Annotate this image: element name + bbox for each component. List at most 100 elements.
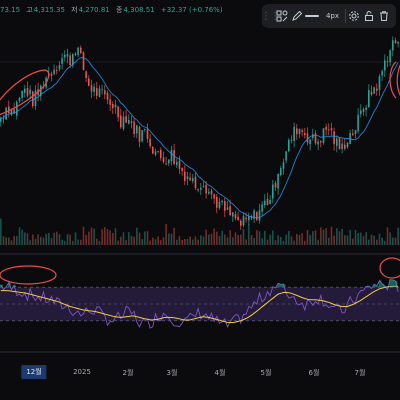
candle-body bbox=[333, 131, 335, 145]
candle-body bbox=[221, 200, 223, 203]
volume-bar bbox=[325, 228, 327, 245]
low-value: 4,270.81 bbox=[78, 6, 110, 14]
candle-body bbox=[61, 58, 63, 64]
candle-body bbox=[66, 54, 69, 57]
volume-bar bbox=[232, 237, 234, 245]
rsi-overbought-fill bbox=[368, 286, 371, 288]
volume-bar bbox=[277, 235, 279, 245]
candle-body bbox=[234, 214, 237, 219]
volume-bar bbox=[370, 234, 373, 245]
volume-bar bbox=[162, 237, 165, 245]
annotation-oval bbox=[0, 69, 50, 116]
candle-body bbox=[176, 161, 178, 166]
stroke-width-button[interactable]: 4px bbox=[320, 8, 345, 24]
volume-bar bbox=[26, 233, 29, 245]
candle-body bbox=[386, 61, 389, 63]
rsi-overbought-fill bbox=[277, 283, 280, 288]
volume-bar bbox=[122, 232, 125, 245]
volume-bar bbox=[328, 237, 330, 245]
volume-bar bbox=[224, 234, 226, 245]
candle-body bbox=[130, 121, 133, 123]
volume-bar bbox=[322, 229, 325, 245]
candle-body bbox=[397, 41, 399, 44]
candle-body bbox=[200, 187, 202, 190]
volume-bar bbox=[128, 232, 130, 245]
lock-icon[interactable] bbox=[361, 8, 376, 24]
volume-bar bbox=[58, 234, 61, 245]
volume-bar bbox=[344, 235, 346, 245]
volume-bar bbox=[378, 233, 381, 245]
candle-body bbox=[157, 151, 159, 152]
volume-bar bbox=[165, 224, 167, 245]
volume-bar bbox=[98, 241, 101, 245]
grip-dots-icon[interactable]: ⋮⋮ bbox=[261, 10, 280, 22]
candle-body bbox=[138, 126, 141, 142]
volume-bar bbox=[61, 239, 63, 245]
candle-body bbox=[320, 141, 322, 143]
stroke-style-button[interactable] bbox=[305, 8, 320, 24]
candle-body bbox=[80, 47, 82, 54]
candle-body bbox=[125, 116, 127, 123]
volume-bar bbox=[208, 234, 210, 245]
volume-bar bbox=[24, 232, 26, 245]
candle-body bbox=[146, 129, 149, 139]
candle-body bbox=[378, 76, 381, 90]
volume-bar bbox=[125, 240, 127, 245]
volume-bar bbox=[80, 239, 82, 245]
volume-bar bbox=[381, 237, 383, 245]
rsi-overbought-fill bbox=[373, 284, 376, 288]
candle-body bbox=[290, 139, 293, 141]
time-axis-label-may: 5월 bbox=[260, 369, 272, 377]
candle-body bbox=[112, 104, 114, 109]
volume-bar bbox=[64, 241, 66, 245]
time-axis-label-jul: 7월 bbox=[354, 369, 366, 377]
volume-bar bbox=[154, 239, 157, 245]
candle-body bbox=[58, 65, 61, 70]
drawing-tools-icon[interactable] bbox=[274, 8, 289, 24]
candle-body bbox=[168, 159, 170, 164]
candle-body bbox=[13, 109, 15, 114]
candle-body bbox=[141, 130, 143, 142]
volume-bar bbox=[56, 231, 58, 245]
pencil-icon[interactable] bbox=[289, 8, 304, 24]
volume-bar bbox=[16, 236, 18, 245]
volume-bar bbox=[192, 239, 194, 245]
volume-bar bbox=[290, 236, 293, 245]
volume-bar bbox=[85, 234, 87, 245]
volume-bar bbox=[368, 239, 370, 245]
rsi-overbought-fill bbox=[280, 284, 283, 288]
rsi-overbought-fill bbox=[381, 283, 384, 288]
volume-bar bbox=[69, 234, 71, 245]
annotation-oval bbox=[0, 265, 57, 285]
rsi-overbought-fill bbox=[378, 280, 382, 288]
close-value: 4,308.51 bbox=[123, 6, 155, 14]
volume-bar bbox=[250, 235, 253, 245]
volume-bar bbox=[245, 239, 247, 245]
volume-bar bbox=[352, 238, 354, 245]
time-axis-label-feb: 2월 bbox=[122, 369, 134, 377]
volume-bar bbox=[357, 233, 359, 245]
trash-icon[interactable] bbox=[377, 8, 392, 24]
candle-body bbox=[357, 114, 359, 132]
time-axis-label-2025: 2025 bbox=[73, 368, 91, 376]
candle-body bbox=[178, 160, 181, 169]
volume-bar bbox=[37, 234, 39, 245]
time-axis[interactable]: 12월 2025 2월 3월 4월 5월 6월 7월 bbox=[0, 362, 400, 384]
volume-bar bbox=[261, 238, 263, 245]
gear-icon[interactable] bbox=[346, 8, 361, 24]
volume-bar bbox=[258, 231, 261, 245]
volume-bar bbox=[74, 232, 77, 245]
candle-body bbox=[245, 217, 247, 220]
volume-bar bbox=[216, 231, 218, 245]
candle-body bbox=[237, 216, 239, 221]
candle-body bbox=[253, 210, 255, 219]
candle-body bbox=[160, 149, 162, 159]
volume-bar bbox=[221, 230, 223, 245]
high-label: 고 bbox=[26, 6, 33, 14]
time-axis-label-apr: 4월 bbox=[214, 369, 226, 377]
volume-bar bbox=[8, 237, 10, 245]
volume-bar bbox=[253, 237, 255, 245]
candle-body bbox=[40, 85, 42, 97]
candle-body bbox=[149, 138, 151, 147]
